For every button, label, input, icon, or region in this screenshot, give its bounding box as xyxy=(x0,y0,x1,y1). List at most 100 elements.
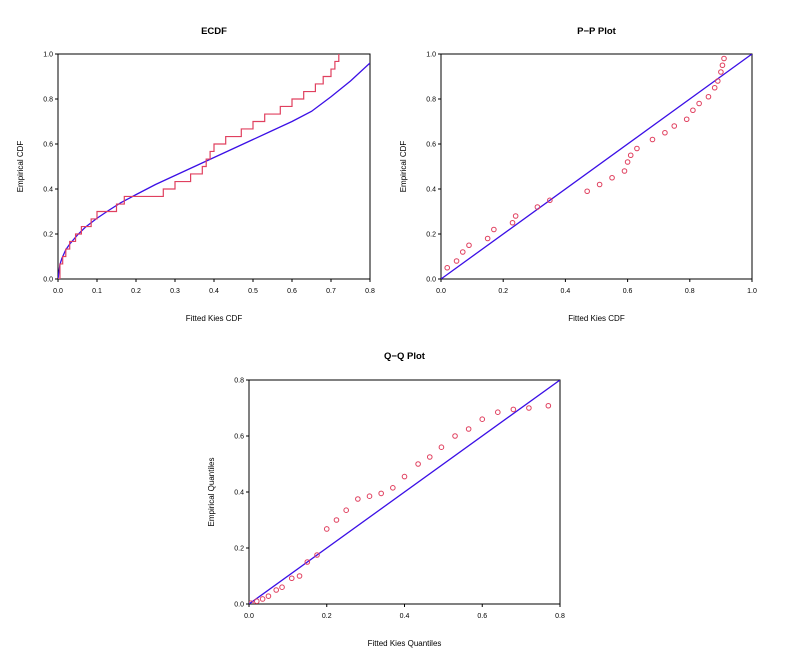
y-axis-label: Empirical CDF xyxy=(399,141,408,193)
y-tick-label: 0.2 xyxy=(43,232,53,239)
x-tick-label: 0.6 xyxy=(287,288,297,295)
x-tick-label: 0.8 xyxy=(685,288,695,295)
data-point xyxy=(526,405,532,411)
y-axis-label: Empirical Quantiles xyxy=(207,458,216,527)
data-point xyxy=(534,204,541,210)
data-point xyxy=(621,168,628,174)
data-point xyxy=(683,116,690,123)
reference-line xyxy=(249,380,560,604)
x-tick-label: 0.3 xyxy=(170,288,180,295)
x-tick-label: 0.8 xyxy=(555,613,565,620)
empirical-step-line xyxy=(58,54,340,279)
data-point xyxy=(721,55,727,62)
x-tick-label: 0.0 xyxy=(244,613,254,620)
x-axis-label: Fitted Kies Quantiles xyxy=(368,639,442,648)
data-point xyxy=(584,188,590,195)
y-tick-label: 0.4 xyxy=(43,187,53,194)
x-tick-label: 0.4 xyxy=(561,288,571,295)
data-point xyxy=(265,593,272,599)
data-point xyxy=(509,219,516,226)
data-point xyxy=(662,129,668,136)
y-tick-label: 0.4 xyxy=(426,187,436,194)
data-point xyxy=(465,426,472,432)
data-point xyxy=(634,145,640,152)
x-axis-label: Fitted Kies CDF xyxy=(568,314,625,323)
data-point xyxy=(466,242,472,249)
y-tick-label: 0.0 xyxy=(234,602,244,609)
data-point xyxy=(273,587,280,593)
data-point xyxy=(355,496,361,502)
y-tick-label: 0.2 xyxy=(234,546,244,553)
data-point xyxy=(596,181,603,188)
data-point xyxy=(390,485,396,491)
y-tick-label: 1.0 xyxy=(43,52,53,59)
data-point xyxy=(314,552,320,558)
data-point xyxy=(711,84,718,91)
data-point xyxy=(491,226,497,233)
data-point xyxy=(288,575,295,582)
x-tick-label: 0.4 xyxy=(209,288,219,295)
x-tick-label: 0.6 xyxy=(623,288,633,295)
y-tick-label: 0.8 xyxy=(234,378,244,385)
reference-line xyxy=(441,54,752,279)
data-point xyxy=(253,598,260,604)
data-point xyxy=(512,213,519,219)
data-point xyxy=(333,517,340,523)
y-tick-label: 0.6 xyxy=(234,434,244,441)
fitted-cdf-curve xyxy=(58,62,370,279)
x-tick-label: 0.2 xyxy=(322,613,332,620)
y-tick-label: 0.2 xyxy=(426,232,436,239)
data-point xyxy=(624,159,631,165)
series-group xyxy=(249,380,560,604)
data-point xyxy=(438,444,445,451)
y-tick-label: 0.0 xyxy=(426,277,436,284)
x-tick-label: 0.0 xyxy=(53,288,63,295)
data-point xyxy=(259,596,266,602)
plot-frame xyxy=(57,53,371,280)
chart-title: ECDF xyxy=(201,26,227,37)
data-point xyxy=(495,409,501,416)
x-tick-label: 1.0 xyxy=(747,288,757,295)
series-group xyxy=(441,54,752,279)
data-point xyxy=(323,526,330,532)
data-point xyxy=(609,174,615,181)
data-point xyxy=(304,559,311,565)
data-point xyxy=(249,600,254,604)
x-tick-label: 0.1 xyxy=(92,288,102,295)
data-point xyxy=(627,152,634,159)
y-tick-label: 0.6 xyxy=(43,142,53,149)
data-point xyxy=(343,507,349,514)
data-point xyxy=(459,249,466,255)
data-point xyxy=(296,573,303,579)
data-point xyxy=(705,93,712,100)
data-point xyxy=(547,197,553,204)
data-point xyxy=(718,69,724,75)
data-point xyxy=(444,264,451,271)
series-group xyxy=(58,54,370,279)
ecdf-chart: ECDF Fitted Kies CDF Empirical CDF 0.0 0.1 0.… xyxy=(16,26,375,323)
chart-title: P−P Plot xyxy=(577,26,616,37)
y-tick-label: 1.0 xyxy=(426,52,436,59)
data-point xyxy=(484,235,491,242)
y-axis-label: Empirical CDF xyxy=(16,141,25,193)
y-tick-label: 0.6 xyxy=(426,142,436,149)
y-tick-label: 0.0 xyxy=(43,277,53,284)
x-tick-label: 0.5 xyxy=(248,288,258,295)
data-point xyxy=(545,402,552,409)
data-point xyxy=(366,493,373,500)
y-tick-label: 0.4 xyxy=(234,490,244,497)
x-tick-label: 0.0 xyxy=(436,288,446,295)
x-tick-label: 0.8 xyxy=(365,288,375,295)
data-point xyxy=(696,100,702,107)
data-point xyxy=(401,473,408,480)
x-axis-label: Fitted Kies CDF xyxy=(186,314,243,323)
plot-frame xyxy=(440,53,753,280)
data-point xyxy=(671,123,678,129)
x-tick-label: 0.6 xyxy=(477,613,487,620)
x-tick-label: 0.2 xyxy=(131,288,141,295)
x-tick-label: 0.2 xyxy=(498,288,508,295)
x-tick-label: 0.4 xyxy=(400,613,410,620)
data-point xyxy=(453,258,460,264)
